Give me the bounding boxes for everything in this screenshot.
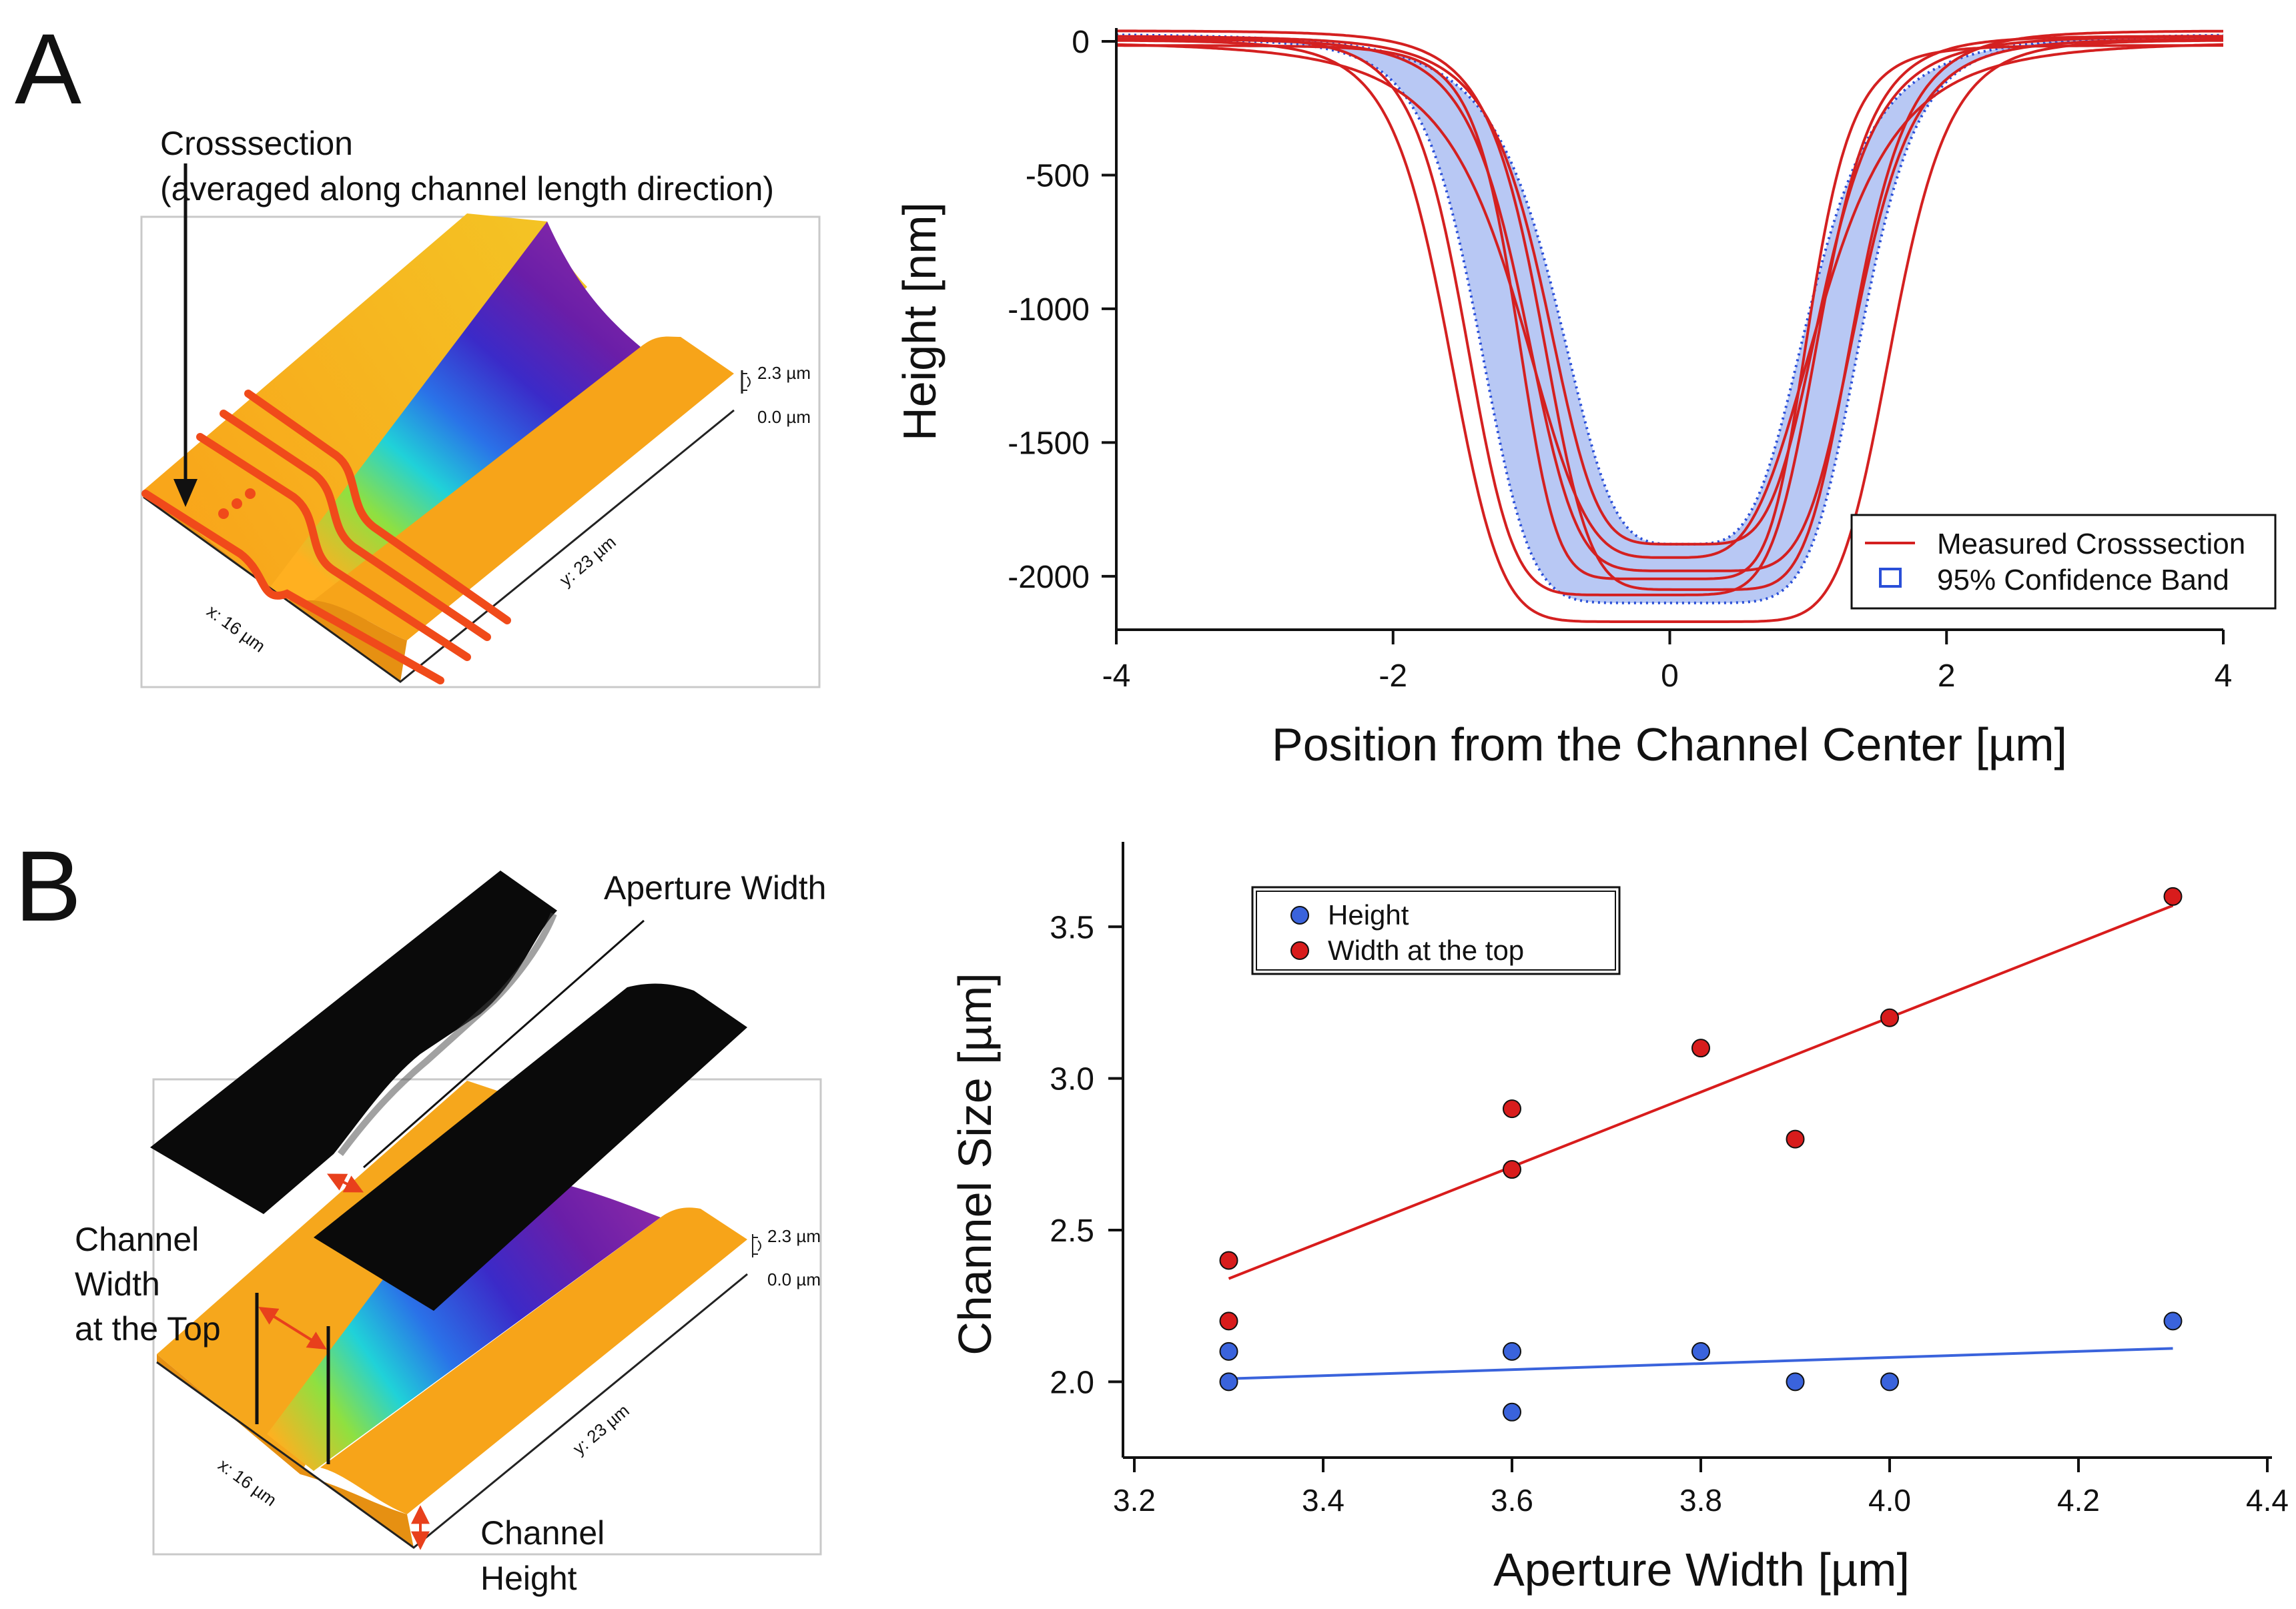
- chart-b-xtick-label: 3.4: [1302, 1483, 1345, 1518]
- chart-a-ytick-label: -1500: [1008, 426, 1090, 461]
- chart-a-xtick-label: -2: [1379, 658, 1407, 694]
- width-at-the-top-point: [2163, 887, 2183, 906]
- legend-width-marker: [1290, 941, 1309, 960]
- chart-a-xtick-label: 4: [2215, 658, 2233, 694]
- afm-scale-bottom-b: 0.0 µm: [767, 1269, 821, 1289]
- width-at-the-top-point: [1691, 1039, 1710, 1058]
- chart-a-xtick-label: 0: [1661, 658, 1679, 694]
- width-at-the-top-point: [1219, 1251, 1238, 1270]
- chart-b-xtick-label: 4.4: [2246, 1483, 2289, 1518]
- afm-scale-bottom-a: 0.0 µm: [757, 407, 811, 427]
- chart-a-legend: Measured Crosssection 95% Confidence Ban…: [1850, 514, 2277, 610]
- measured-curve-5: [1116, 35, 2223, 546]
- width-at-the-top-point: [1880, 1008, 1899, 1027]
- height-point: [1880, 1372, 1899, 1392]
- height-point: [1503, 1342, 1521, 1361]
- legend-height-marker: [1290, 906, 1309, 925]
- aperture-width-label: Aperture Width: [604, 869, 826, 907]
- chart-b-legend: Height Width at the top: [1251, 886, 1621, 975]
- chart-a-xtick-label: -4: [1102, 658, 1131, 694]
- chart-b-ylabel: Channel Size [µm]: [949, 973, 1001, 1355]
- width-at-the-top-point: [1786, 1129, 1805, 1149]
- height-point: [2163, 1311, 2183, 1331]
- chart-b-xtick-label: 4.0: [1868, 1483, 1911, 1518]
- measured-curve-7: [1116, 35, 2223, 596]
- chart-b-ytick-label: 3.5: [1050, 910, 1094, 945]
- chart-b-xtick-label: 3.2: [1113, 1483, 1156, 1518]
- channel-width-label-1: Channel: [75, 1221, 199, 1258]
- panel-letter-a: A: [15, 13, 81, 125]
- measured-curve-2: [1116, 44, 2223, 580]
- chart-b-ytick-label: 2.0: [1050, 1365, 1094, 1400]
- channel-height-label-1: Channel: [480, 1514, 605, 1552]
- chart-a-ytick-label: -500: [1026, 158, 1090, 193]
- chart-b-xlabel: Aperture Width [µm]: [1493, 1544, 1910, 1596]
- measured-curve-3: [1116, 37, 2224, 572]
- legend-band-swatch: [1879, 568, 1902, 588]
- chart-b-xtick-label: 3.6: [1491, 1483, 1533, 1518]
- chart-a-ytick-label: -2000: [1008, 560, 1090, 595]
- crosssection-sublabel: (averaged along channel length direction…: [160, 170, 774, 207]
- width-at-the-top-fit-line: [1228, 904, 2174, 1280]
- legend-band-label: 95% Confidence Band: [1937, 564, 2229, 596]
- chart-a-xtick-label: 2: [1938, 658, 1956, 694]
- chart-a-ylabel: Height [nm]: [893, 202, 945, 441]
- chart-b-xtick-label: 3.8: [1679, 1483, 1722, 1518]
- channel-width-label-2: Width: [75, 1265, 160, 1303]
- confidence-band-upper: [1116, 33, 2224, 546]
- measured-curves-group: [1116, 29, 2224, 623]
- afm-scale-top-b: 2.3 µm: [767, 1226, 821, 1246]
- afm-image-a: [140, 163, 821, 688]
- height-point: [1219, 1372, 1238, 1392]
- legend-measured-label: Measured Crosssection: [1937, 528, 2245, 560]
- channel-size-chart: 3.2 3.4 3.6 3.8 4.0 4.2 4.4 2.0 2.5 3.0 3.5 Apert…: [949, 842, 2289, 1596]
- width-at-the-top-point: [1503, 1099, 1521, 1119]
- width-at-the-top-point: [1503, 1160, 1521, 1179]
- measured-curve-4: [1116, 43, 2224, 559]
- chart-a-ytick-label: -1000: [1008, 292, 1090, 328]
- chart-a-xlabel: Position from the Channel Center [µm]: [1272, 718, 2067, 770]
- height-point: [1503, 1402, 1521, 1422]
- afm-scale-top-a: 2.3 µm: [757, 363, 811, 383]
- crosssection-chart: -4 -2 0 2 4 0 -500 -1000 -1500 -2000 Position fr…: [893, 25, 2277, 770]
- afm-image-b: [150, 871, 822, 1556]
- panel-letter-b: B: [15, 830, 81, 942]
- height-point: [1786, 1372, 1805, 1392]
- chart-b-ytick-label: 3.0: [1050, 1062, 1094, 1097]
- height-point: [1691, 1342, 1710, 1361]
- legend-height-label: Height: [1328, 899, 1409, 931]
- channel-height-label-2: Height: [480, 1560, 577, 1597]
- crosssection-label: Crosssection: [160, 125, 353, 162]
- width-at-the-top-point: [1219, 1311, 1238, 1331]
- measured-curve-6: [1116, 29, 2223, 591]
- chart-b-xtick-label: 4.2: [2057, 1483, 2100, 1518]
- chart-a-ytick-label: 0: [1072, 25, 1090, 60]
- channel-width-label-3: at the Top: [75, 1310, 221, 1348]
- measured-curve-1: [1116, 39, 2223, 623]
- chart-b-ytick-label: 2.5: [1050, 1213, 1094, 1249]
- legend-width-label: Width at the top: [1328, 935, 1524, 966]
- height-point: [1219, 1342, 1238, 1361]
- height-fit-line: [1228, 1347, 2173, 1380]
